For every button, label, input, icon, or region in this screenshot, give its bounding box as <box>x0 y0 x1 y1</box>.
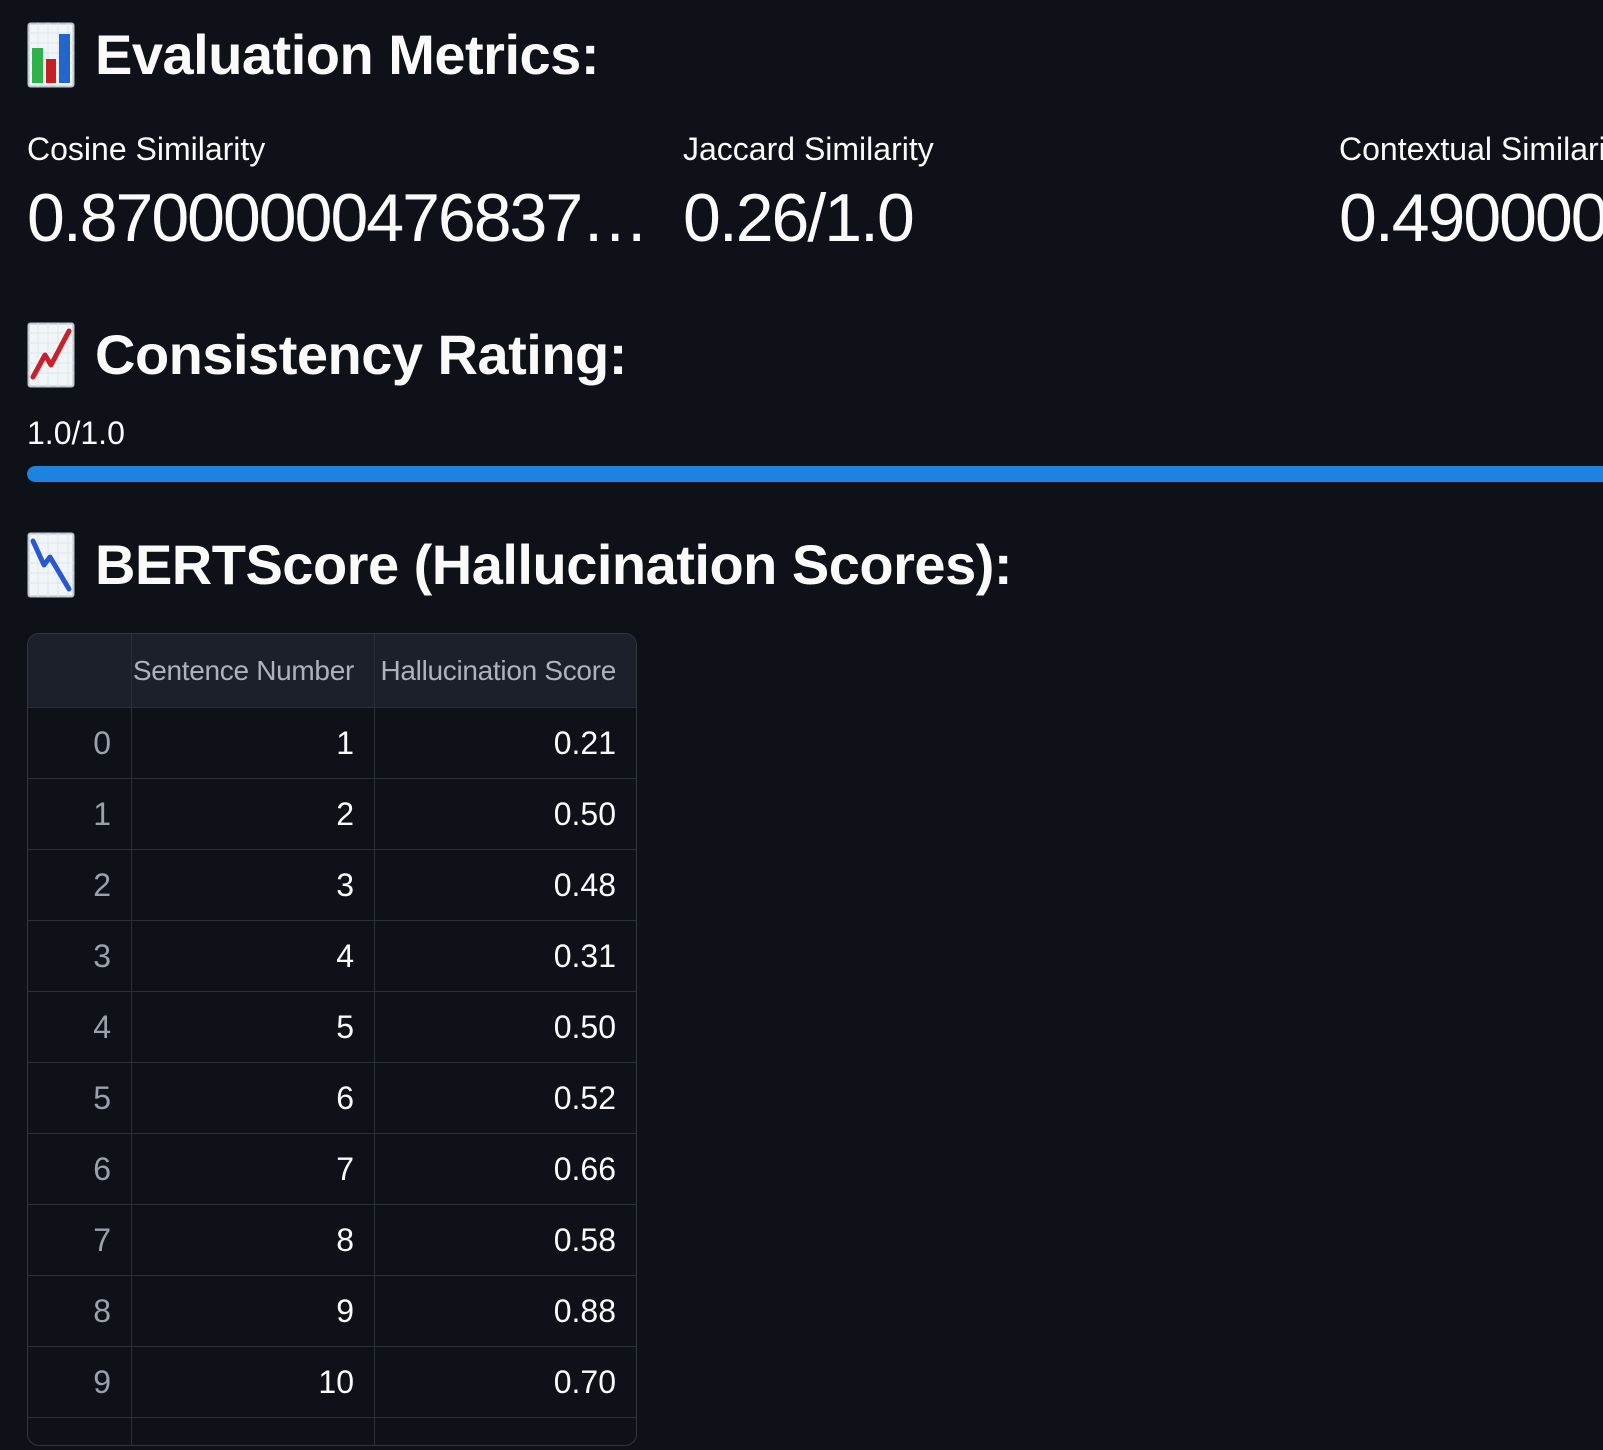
hallucination-score-cell: 0.52 <box>374 1063 636 1133</box>
sentence-number-cell: 6 <box>131 1063 374 1133</box>
chart-decreasing-icon <box>27 532 75 597</box>
sentence-number-cell: 9 <box>131 1276 374 1346</box>
section-title-bertscore: BERTScore (Hallucination Scores): <box>95 533 1013 596</box>
table-row: 0 1 0.21 <box>28 707 636 778</box>
hallucination-score-cell: 0.70 <box>374 1347 636 1417</box>
table-row: 9 10 0.70 <box>28 1346 636 1417</box>
chart-increasing-icon <box>27 322 75 387</box>
row-index-cell: 0 <box>93 724 111 761</box>
sentence-number-cell: 4 <box>131 921 374 991</box>
table-row: 8 9 0.88 <box>28 1275 636 1346</box>
section-title-evaluation-metrics: Evaluation Metrics: <box>95 23 599 86</box>
metric-contextual-similarity: Contextual Similarity 0.4900000 <box>1339 130 1603 256</box>
row-index-cell: 7 <box>93 1221 111 1258</box>
metric-label: Jaccard Similarity <box>683 131 934 167</box>
table-header-index <box>28 634 131 707</box>
row-index-cell: 1 <box>93 795 111 832</box>
hallucination-score-cell: 0.50 <box>374 779 636 849</box>
hallucination-score-cell: 0.48 <box>374 850 636 920</box>
metric-label: Contextual Similarity <box>1339 131 1603 167</box>
consistency-progress-track <box>27 466 1603 482</box>
metric-cosine-similarity: Cosine Similarity 0.87000000476837… <box>27 130 651 256</box>
table-row: 3 4 0.31 <box>28 920 636 991</box>
row-index-cell: 2 <box>93 866 111 903</box>
row-index-cell <box>28 1418 131 1445</box>
sentence-number-cell: 10 <box>131 1347 374 1417</box>
section-header-bertscore: BERTScore (Hallucination Scores): <box>27 531 1013 598</box>
row-index-cell: 3 <box>93 937 111 974</box>
table-row-truncated <box>28 1417 636 1445</box>
section-title-consistency-rating: Consistency Rating: <box>95 323 627 386</box>
row-index-cell: 4 <box>93 1008 111 1045</box>
table-header-sentence-number: Sentence Number <box>131 634 374 707</box>
metric-jaccard-similarity: Jaccard Similarity 0.26/1.0 <box>683 130 1307 256</box>
row-index-cell: 6 <box>93 1150 111 1187</box>
hallucination-score-cell: 0.50 <box>374 992 636 1062</box>
hallucination-score-cell: 0.88 <box>374 1276 636 1346</box>
sentence-number-cell: 8 <box>131 1205 374 1275</box>
sentence-number-cell: 2 <box>131 779 374 849</box>
table-row: 6 7 0.66 <box>28 1133 636 1204</box>
row-index-cell: 9 <box>93 1363 111 1400</box>
sentence-number-cell <box>131 1418 374 1445</box>
table-row: 7 8 0.58 <box>28 1204 636 1275</box>
hallucination-score-cell: 0.31 <box>374 921 636 991</box>
hallucination-score-cell: 0.66 <box>374 1134 636 1204</box>
metrics-row: Cosine Similarity 0.87000000476837… Jacc… <box>27 130 1603 256</box>
consistency-progress-bar <box>27 466 1603 482</box>
table-header-row: Sentence Number Hallucination Score <box>28 634 636 707</box>
sentence-number-cell: 3 <box>131 850 374 920</box>
hallucination-score-cell <box>374 1418 636 1445</box>
bar-chart-icon <box>27 22 75 87</box>
table-row: 5 6 0.52 <box>28 1062 636 1133</box>
sentence-number-cell: 7 <box>131 1134 374 1204</box>
metric-label: Cosine Similarity <box>27 131 266 167</box>
sentence-number-cell: 1 <box>131 708 374 778</box>
row-index-cell: 8 <box>93 1292 111 1329</box>
table-header-hallucination-score: Hallucination Score <box>374 634 636 707</box>
hallucination-score-cell: 0.21 <box>374 708 636 778</box>
section-header-evaluation-metrics: Evaluation Metrics: <box>27 21 599 88</box>
metric-value: 0.26/1.0 <box>683 180 915 256</box>
sentence-number-cell: 5 <box>131 992 374 1062</box>
row-index-cell: 5 <box>93 1079 111 1116</box>
section-header-consistency-rating: Consistency Rating: <box>27 321 627 388</box>
table-row: 2 3 0.48 <box>28 849 636 920</box>
bertscore-table: Sentence Number Hallucination Score 0 1 … <box>27 633 637 1446</box>
metric-value: 0.87000000476837… <box>27 180 649 256</box>
metric-value: 0.4900000 <box>1339 180 1603 256</box>
table-row: 1 2 0.50 <box>28 778 636 849</box>
consistency-value: 1.0/1.0 <box>27 415 125 451</box>
hallucination-score-cell: 0.58 <box>374 1205 636 1275</box>
table-row: 4 5 0.50 <box>28 991 636 1062</box>
